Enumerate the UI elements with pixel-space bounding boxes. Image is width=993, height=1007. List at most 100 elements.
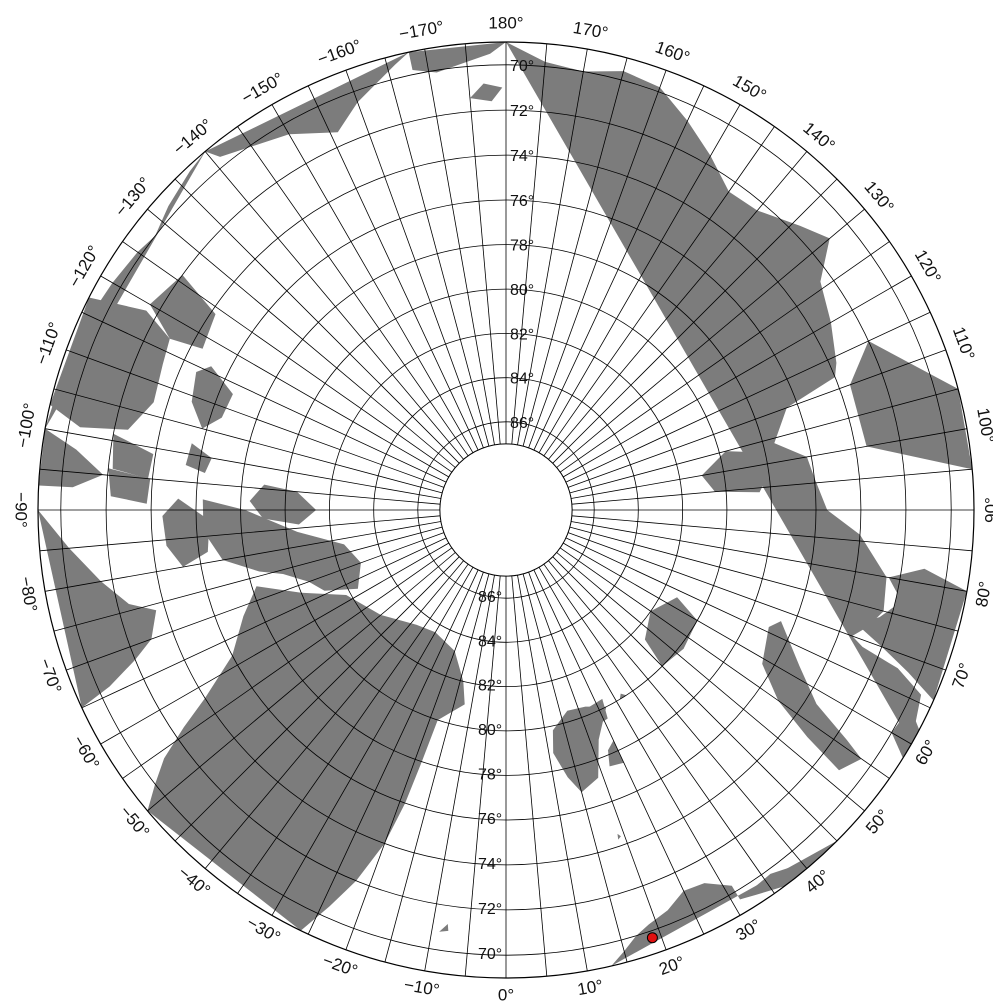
meridian-65 bbox=[565, 537, 931, 709]
land-somerset-island bbox=[108, 468, 151, 504]
meridian--95 bbox=[39, 468, 441, 505]
lat-label-top-78: 78° bbox=[510, 238, 534, 255]
meridian--160 bbox=[345, 70, 484, 449]
lat-label-bottom-74: 74° bbox=[478, 856, 502, 873]
land-prince-of-wales-island bbox=[112, 433, 154, 479]
land-ellesmere-island bbox=[202, 499, 361, 591]
land-edgeoya-barentsoya bbox=[608, 740, 624, 767]
meridian--65 bbox=[81, 537, 447, 709]
land-banks-island bbox=[149, 274, 216, 349]
lat-label-bottom-80: 80° bbox=[478, 722, 502, 739]
land-axel-heiberg-island bbox=[249, 484, 317, 525]
meridian--10 bbox=[424, 575, 495, 971]
lat-label-bottom-72: 72° bbox=[478, 901, 502, 918]
meridian-155 bbox=[533, 85, 705, 451]
land-greenland bbox=[147, 586, 465, 931]
meridian-15 bbox=[522, 573, 628, 963]
land-chukotka bbox=[408, 42, 506, 73]
lat-label-bottom-76: 76° bbox=[478, 811, 502, 828]
lat-label-bottom-70: 70° bbox=[478, 946, 502, 963]
meridian--150 bbox=[271, 104, 474, 453]
land-novaya-zemlya bbox=[762, 621, 862, 771]
lat-label-top-82: 82° bbox=[510, 326, 534, 343]
meridian-105 bbox=[569, 388, 959, 494]
meridian-120 bbox=[563, 275, 912, 478]
meridian-5 bbox=[511, 575, 548, 977]
meridian--35 bbox=[237, 563, 469, 894]
land-bathurst-island bbox=[185, 443, 212, 473]
meridian--20 bbox=[345, 571, 484, 950]
meridian-165 bbox=[522, 57, 628, 447]
lat-label-top-86: 86° bbox=[510, 415, 534, 432]
lon-label-40: 40° bbox=[802, 866, 834, 897]
meridian-80 bbox=[571, 521, 967, 592]
land-baffin-island bbox=[38, 510, 157, 708]
meridian-45 bbox=[552, 556, 838, 842]
lon-label-10: 10° bbox=[576, 976, 605, 999]
land-severnaya-zemlya bbox=[701, 451, 769, 493]
meridian--80 bbox=[45, 521, 441, 592]
meridian-100 bbox=[571, 428, 967, 499]
meridian--5 bbox=[464, 575, 501, 977]
meridian--170 bbox=[424, 49, 495, 445]
lon-label--10: −10° bbox=[403, 975, 441, 1000]
meridian-140 bbox=[548, 151, 808, 460]
meridian--50 bbox=[147, 552, 456, 812]
lat-label-top-76: 76° bbox=[510, 193, 534, 210]
meridian-60 bbox=[563, 542, 912, 745]
meridian--125 bbox=[122, 241, 453, 473]
meridian--60 bbox=[100, 542, 449, 745]
lon-label--90: −90° bbox=[12, 492, 31, 528]
meridian-85 bbox=[571, 515, 973, 552]
meridian--100 bbox=[45, 428, 441, 499]
meridian-70 bbox=[567, 532, 946, 671]
lon-label-50: 50° bbox=[862, 806, 893, 838]
meridian-10 bbox=[517, 575, 588, 971]
lon-label-120: 120° bbox=[911, 247, 945, 287]
meridian--175 bbox=[464, 43, 501, 445]
land-bear-island bbox=[617, 833, 621, 840]
meridian--75 bbox=[53, 526, 443, 632]
meridian--165 bbox=[384, 57, 490, 447]
land-boothia-king-william bbox=[38, 428, 104, 488]
meridian--145 bbox=[237, 126, 469, 457]
meridian--30 bbox=[271, 567, 474, 916]
meridian-40 bbox=[548, 560, 808, 869]
meridian-110 bbox=[567, 349, 946, 488]
location-marker[interactable] bbox=[646, 932, 658, 944]
lon-label-20: 20° bbox=[657, 952, 688, 979]
lon-label-150: 150° bbox=[730, 71, 770, 105]
lon-label--70: −70° bbox=[35, 656, 65, 696]
meridian--55 bbox=[122, 547, 453, 779]
meridian--130 bbox=[147, 208, 456, 468]
meridian--115 bbox=[81, 311, 447, 483]
meridian-30 bbox=[538, 567, 741, 916]
meridian--70 bbox=[66, 532, 445, 671]
meridian-150 bbox=[538, 104, 741, 453]
meridian-55 bbox=[559, 547, 890, 779]
lat-label-bottom-86: 86° bbox=[478, 589, 502, 606]
meridian--15 bbox=[384, 573, 490, 963]
meridian-135 bbox=[552, 178, 838, 464]
meridian-145 bbox=[543, 126, 775, 457]
land-victoria-island bbox=[50, 297, 170, 430]
meridian--135 bbox=[174, 178, 460, 464]
lon-label-0: 0° bbox=[498, 985, 514, 1004]
meridian-160 bbox=[528, 70, 667, 449]
meridian--140 bbox=[204, 151, 464, 460]
land-vaygach-yugor bbox=[891, 707, 920, 758]
lat-label-top-80: 80° bbox=[510, 282, 534, 299]
meridian--25 bbox=[307, 569, 479, 935]
lon-label-170: 170° bbox=[572, 18, 610, 43]
lon-label-30: 30° bbox=[733, 915, 765, 944]
meridian--40 bbox=[204, 560, 464, 869]
lon-label--100: −100° bbox=[13, 402, 40, 450]
meridian-95 bbox=[571, 468, 973, 505]
lon-label-90: 90° bbox=[981, 497, 993, 523]
lon-label-180: 180° bbox=[488, 13, 523, 32]
land-novosibirsk-islands bbox=[686, 222, 753, 275]
lon-label--170: −170° bbox=[398, 17, 446, 44]
lon-label-80: 80° bbox=[972, 580, 993, 609]
latitude-labels: 70° 70° 72° 72° 74° 74° 76° 76° 78° 78° 80° 80° 82° 8… bbox=[478, 58, 534, 963]
lat-label-top-72: 72° bbox=[510, 103, 534, 120]
